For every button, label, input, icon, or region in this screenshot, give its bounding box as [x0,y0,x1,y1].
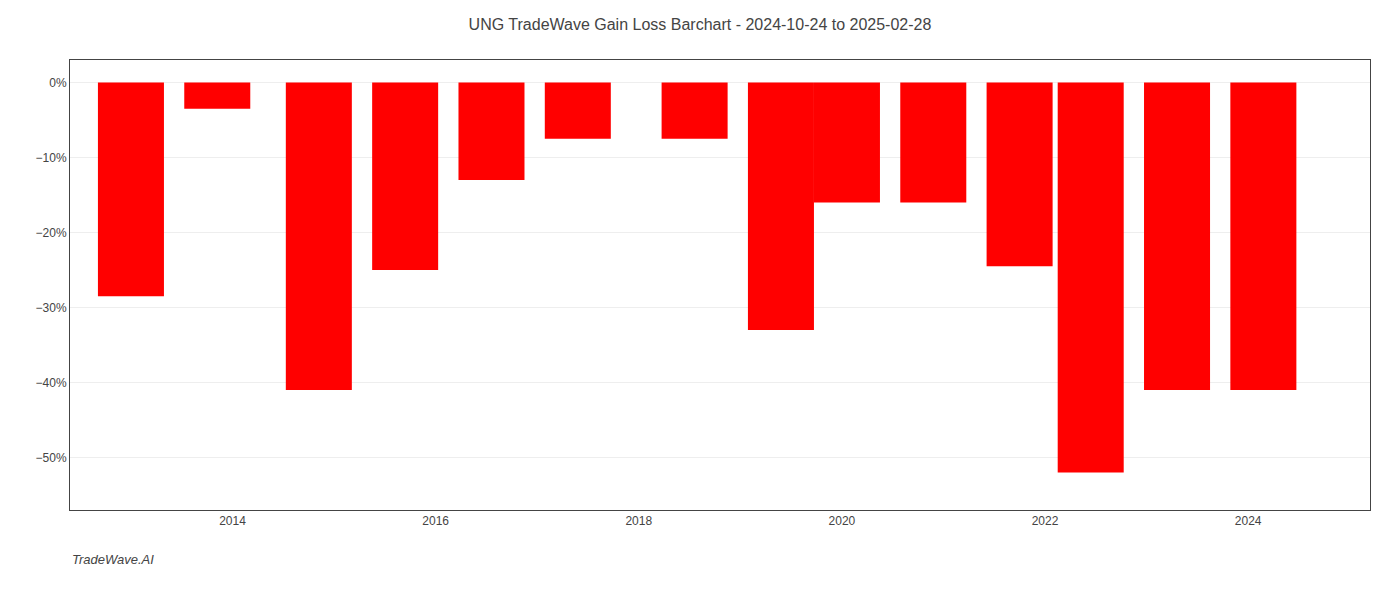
svg-text:−20%: −20% [36,226,67,240]
svg-text:2018: 2018 [625,514,652,528]
svg-text:2022: 2022 [1032,514,1059,528]
svg-text:2020: 2020 [829,514,856,528]
svg-text:−30%: −30% [36,301,67,315]
svg-text:0%: 0% [49,76,67,90]
svg-text:2016: 2016 [422,514,449,528]
svg-text:−10%: −10% [36,151,67,165]
svg-text:−40%: −40% [36,376,67,390]
svg-text:2014: 2014 [219,514,246,528]
svg-text:2024: 2024 [1235,514,1262,528]
svg-text:UNG TradeWave Gain Loss Barcha: UNG TradeWave Gain Loss Barchart - 2024-… [469,16,932,33]
svg-text:TradeWave.AI: TradeWave.AI [72,552,154,567]
svg-text:−50%: −50% [36,451,67,465]
